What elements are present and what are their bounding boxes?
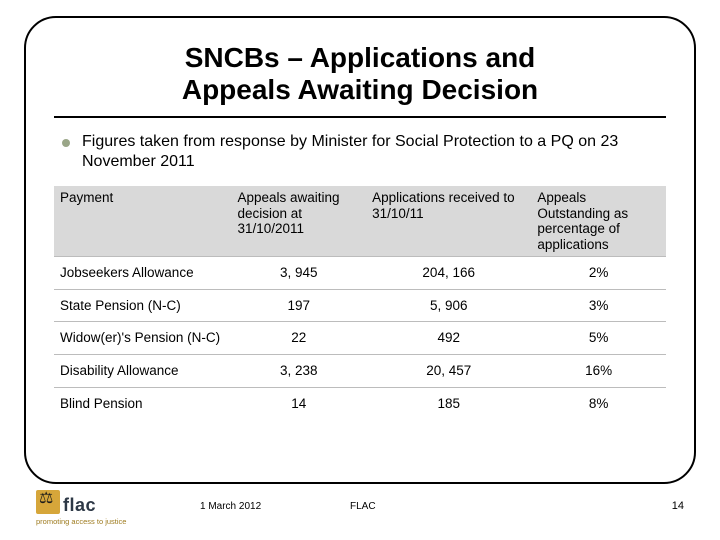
bullet-text: Figures taken from response by Minister … xyxy=(82,132,658,172)
table-row: Blind Pension 14 185 8% xyxy=(54,387,666,419)
cell-value: 22 xyxy=(231,322,366,355)
data-table: Payment Appeals awaiting decision at 31/… xyxy=(54,186,666,419)
flac-logo: flac promoting access to justice xyxy=(36,490,114,526)
col-header-appeals-outstanding: Appeals Outstanding as percentage of app… xyxy=(531,186,666,257)
cell-label: State Pension (N-C) xyxy=(54,289,231,322)
cell-label: Widow(er)'s Pension (N-C) xyxy=(54,322,231,355)
logo-text: flac xyxy=(63,496,96,514)
cell-value: 5% xyxy=(531,322,666,355)
cell-value: 3% xyxy=(531,289,666,322)
footer: flac promoting access to justice 1 March… xyxy=(0,488,720,532)
cell-value: 5, 906 xyxy=(366,289,531,322)
table-row: Jobseekers Allowance 3, 945 204, 166 2% xyxy=(54,257,666,290)
cell-label: Jobseekers Allowance xyxy=(54,257,231,290)
cell-value: 2% xyxy=(531,257,666,290)
logo-tagline: promoting access to justice xyxy=(36,517,114,526)
footer-center: FLAC xyxy=(350,501,376,512)
table-header-row: Payment Appeals awaiting decision at 31/… xyxy=(54,186,666,257)
cell-value: 3, 945 xyxy=(231,257,366,290)
cell-value: 8% xyxy=(531,387,666,419)
cell-value: 204, 166 xyxy=(366,257,531,290)
table-row: State Pension (N-C) 197 5, 906 3% xyxy=(54,289,666,322)
title-line-2: Appeals Awaiting Decision xyxy=(182,74,538,105)
bullet-dot-icon xyxy=(62,139,70,147)
slide-title: SNCBs – Applications and Appeals Awaitin… xyxy=(54,42,666,118)
cell-value: 20, 457 xyxy=(366,354,531,387)
col-header-payment: Payment xyxy=(54,186,231,257)
table-row: Disability Allowance 3, 238 20, 457 16% xyxy=(54,354,666,387)
cell-value: 492 xyxy=(366,322,531,355)
cell-label: Blind Pension xyxy=(54,387,231,419)
col-header-applications-received: Applications received to 31/10/11 xyxy=(366,186,531,257)
cell-value: 14 xyxy=(231,387,366,419)
footer-date: 1 March 2012 xyxy=(200,501,261,512)
col-header-appeals-awaiting: Appeals awaiting decision at 31/10/2011 xyxy=(231,186,366,257)
logo-top: flac xyxy=(36,490,114,514)
table-body: Jobseekers Allowance 3, 945 204, 166 2% … xyxy=(54,257,666,419)
cell-label: Disability Allowance xyxy=(54,354,231,387)
cell-value: 16% xyxy=(531,354,666,387)
title-line-1: SNCBs – Applications and xyxy=(185,42,536,73)
cell-value: 3, 238 xyxy=(231,354,366,387)
bullet-item: Figures taken from response by Minister … xyxy=(62,132,658,172)
cell-value: 197 xyxy=(231,289,366,322)
cell-value: 185 xyxy=(366,387,531,419)
table-row: Widow(er)'s Pension (N-C) 22 492 5% xyxy=(54,322,666,355)
slide-frame: SNCBs – Applications and Appeals Awaitin… xyxy=(24,16,696,484)
scales-icon xyxy=(36,490,60,514)
footer-page-number: 14 xyxy=(672,500,684,512)
